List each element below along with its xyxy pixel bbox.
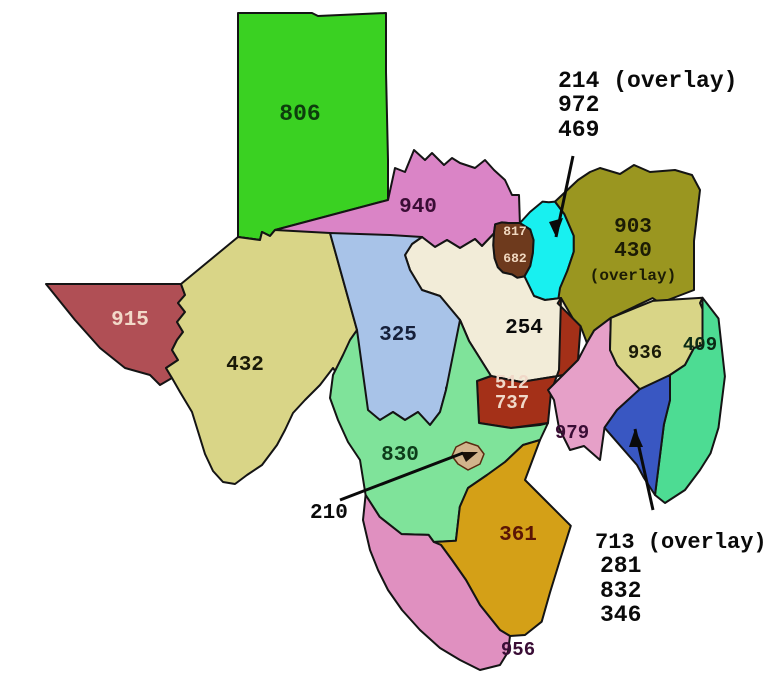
svg-text:956: 956 — [501, 639, 535, 661]
svg-text:713 (overlay): 713 (overlay) — [595, 530, 767, 555]
svg-text:210: 210 — [310, 502, 348, 525]
svg-text:936: 936 — [628, 342, 662, 364]
svg-text:(overlay): (overlay) — [590, 267, 676, 285]
svg-text:432: 432 — [226, 354, 264, 377]
svg-text:254: 254 — [505, 317, 543, 340]
svg-text:830: 830 — [381, 444, 419, 467]
svg-text:940: 940 — [399, 196, 437, 219]
svg-text:325: 325 — [379, 324, 417, 347]
svg-text:737: 737 — [495, 392, 529, 414]
svg-text:512: 512 — [495, 372, 529, 394]
svg-text:214 (overlay): 214 (overlay) — [558, 68, 737, 94]
svg-text:806: 806 — [279, 101, 320, 127]
svg-text:972: 972 — [558, 92, 599, 118]
svg-text:832: 832 — [600, 578, 641, 604]
svg-text:281: 281 — [600, 553, 641, 579]
svg-text:682: 682 — [503, 251, 527, 266]
svg-text:469: 469 — [558, 117, 599, 143]
svg-text:430: 430 — [614, 240, 652, 263]
svg-text:903: 903 — [614, 216, 652, 239]
svg-text:409: 409 — [683, 334, 717, 356]
svg-text:979: 979 — [555, 422, 589, 444]
svg-text:817: 817 — [503, 224, 526, 239]
svg-text:915: 915 — [111, 309, 149, 332]
svg-text:346: 346 — [600, 602, 641, 628]
svg-text:361: 361 — [499, 524, 537, 547]
